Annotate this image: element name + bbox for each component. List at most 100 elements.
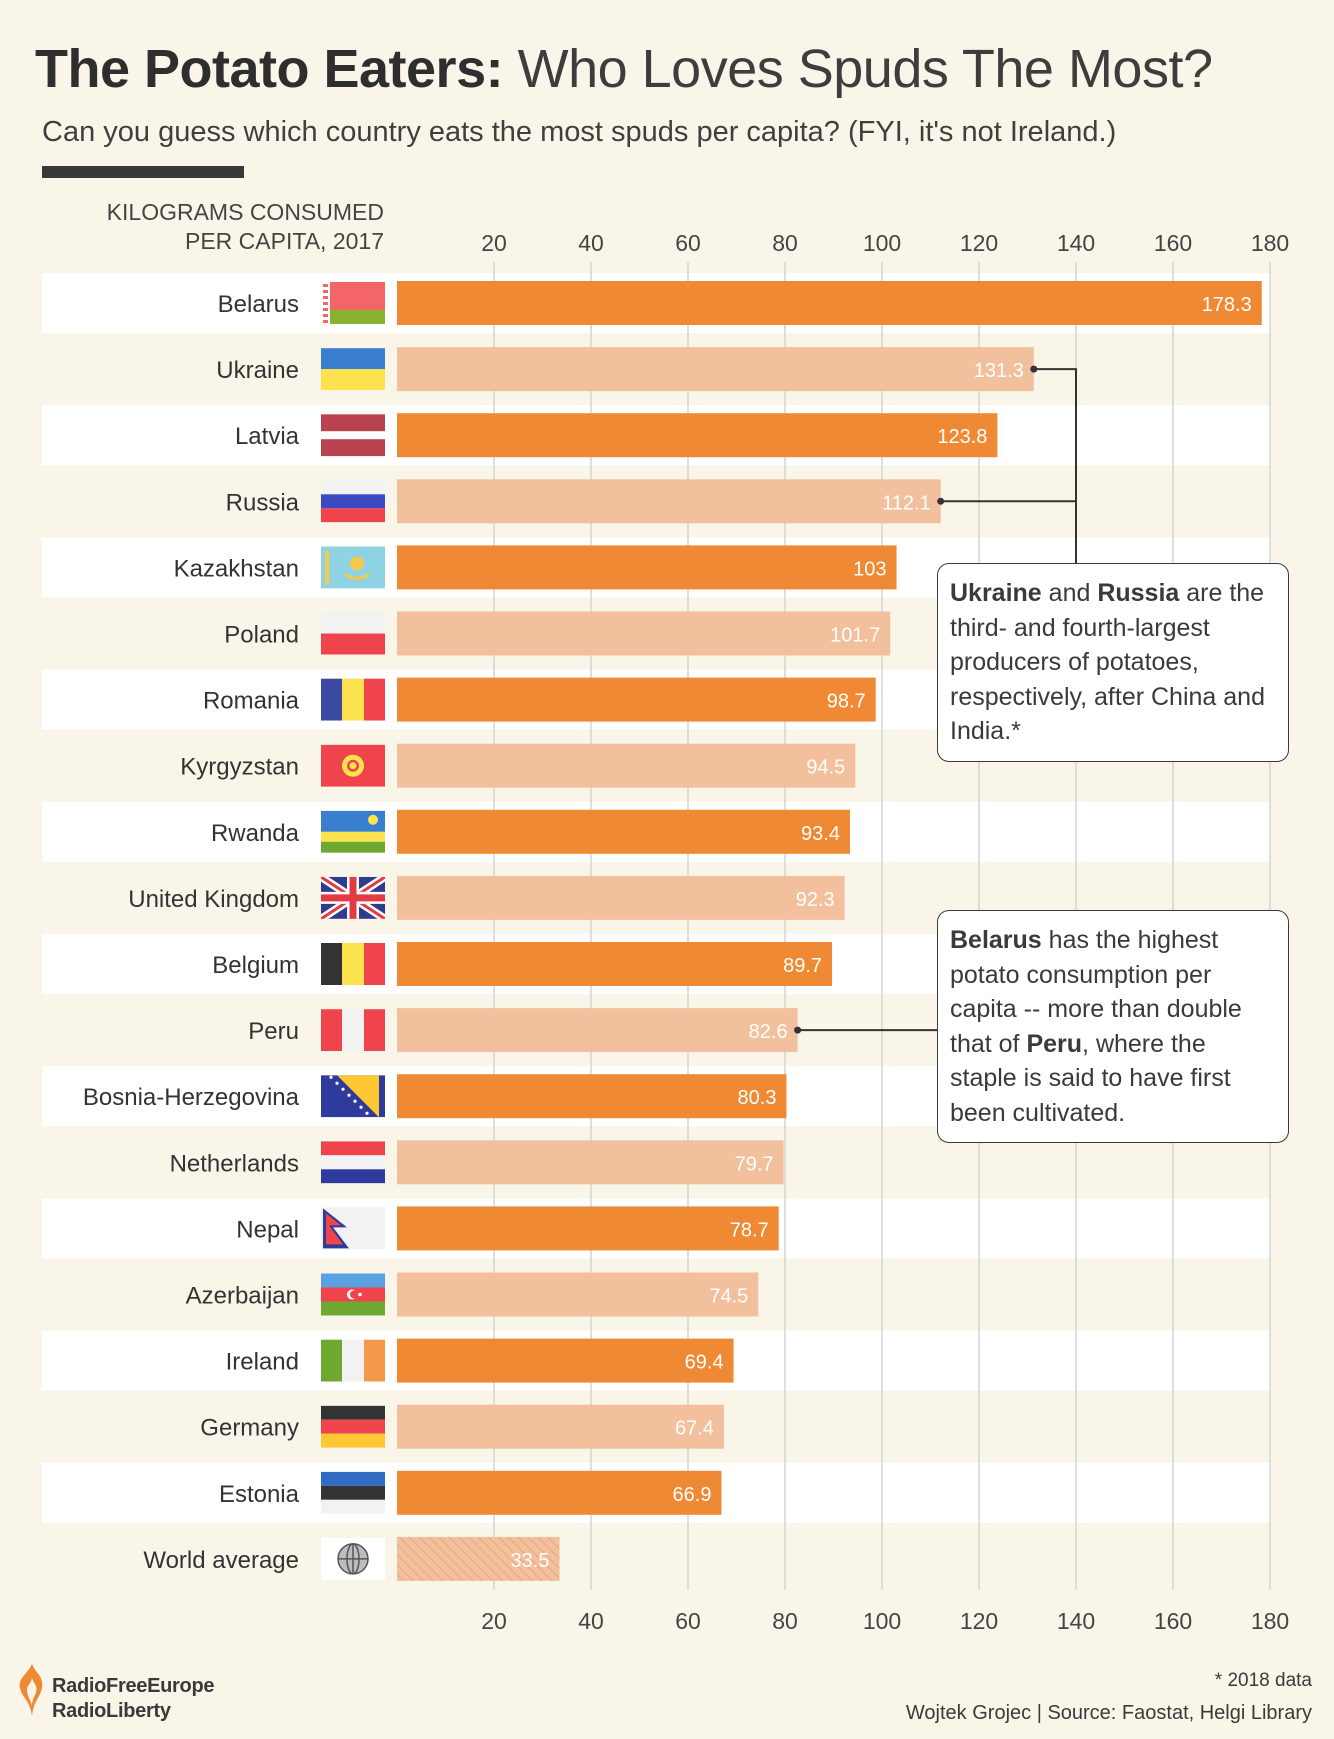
callout-producers-text2: are the third- and fourth-largest produc… (950, 579, 1265, 745)
data-label: 92.3 (796, 889, 835, 911)
latvia-flag-icon (321, 414, 385, 457)
bar-belgium (397, 942, 833, 986)
x-tick-label-bottom: 80 (772, 1608, 798, 1634)
category-label: Ireland (226, 1349, 299, 1376)
leader-dot (794, 1026, 802, 1034)
category-label: Rwanda (211, 820, 300, 847)
footnote: * 2018 data (1214, 1670, 1312, 1691)
callout-producers: Ukraine and Russia are the third- and fo… (937, 563, 1289, 762)
nepal-flag-icon (321, 1207, 385, 1250)
x-tick-label-top: 60 (675, 230, 701, 256)
category-label: Belarus (218, 291, 299, 318)
callout-belarus-bold1: Belarus (950, 926, 1042, 954)
bar-kyrgyzstan (397, 743, 856, 788)
bar-netherlands (397, 1140, 784, 1185)
data-label: 74.5 (709, 1286, 748, 1308)
title-rest: Who Loves Spuds The Most? (517, 39, 1213, 99)
x-tick-label-bottom: 160 (1154, 1608, 1192, 1634)
data-label: 103 (853, 558, 886, 580)
data-label: 78.7 (730, 1219, 769, 1241)
title-bold: The Potato Eaters: (35, 39, 504, 99)
x-tick-label-bottom: 100 (863, 1608, 901, 1634)
data-label: 82.6 (749, 1021, 788, 1043)
category-label: Kyrgyzstan (180, 754, 299, 781)
x-tick-label-top: 160 (1154, 230, 1192, 256)
x-tick-label-top: 40 (578, 230, 604, 256)
axis-unit-line1: KILOGRAMS CONSUMED (106, 199, 384, 225)
category-label: Nepal (236, 1216, 299, 1243)
uk-flag-icon (321, 876, 385, 919)
data-label: 101.7 (830, 625, 880, 647)
chart-subtitle: Can you guess which country eats the mos… (42, 116, 1117, 148)
netherlands-flag-icon (321, 1141, 385, 1184)
x-tick-label-bottom: 140 (1057, 1608, 1095, 1634)
flags (321, 282, 385, 1580)
axis-ticks: 20 20 40 40 60 60 80 80 100 100 120 120 140 140 160 160… (481, 230, 1289, 1634)
azerbaijan-flag-icon (321, 1273, 385, 1316)
bar-united-kingdom (397, 875, 845, 920)
x-tick-label-bottom: 60 (675, 1608, 701, 1634)
bosnia-flag-icon (321, 1075, 385, 1118)
leader-ukraine-russia (940, 368, 1077, 563)
callout-leaders (794, 365, 1077, 1034)
kyrgyzstan-flag-icon (321, 744, 385, 787)
callout-belarus-text2: , where the staple is said to have first… (950, 1029, 1231, 1127)
rwanda-flag-icon (321, 810, 385, 853)
bar-azerbaijan (397, 1272, 759, 1317)
callout-belarus-text1: has the highest potato consumption per c… (950, 926, 1242, 1058)
bar-belarus (397, 281, 1262, 325)
category-label: Poland (224, 622, 299, 649)
data-label: 69.4 (685, 1352, 724, 1374)
category-label: Kazakhstan (174, 555, 299, 582)
x-tick-label-top: 80 (772, 230, 798, 256)
callout-producers-bold2: Russia (1097, 579, 1180, 607)
bar-rwanda (397, 809, 850, 854)
category-label: Netherlands (170, 1150, 299, 1177)
data-label: 131.3 (974, 360, 1024, 382)
leader-dot (1030, 365, 1038, 373)
title-rule (42, 166, 244, 178)
callout-belarus: Belarus has the highest potato consumpti… (937, 910, 1289, 1143)
data-label: 66.9 (673, 1484, 712, 1506)
category-label: Latvia (235, 423, 300, 450)
axis-unit-label: KILOGRAMS CONSUMED PER CAPITA, 2017 (107, 198, 384, 256)
belarus-flag-icon (321, 282, 385, 324)
category-label: World average (143, 1547, 299, 1574)
bar-world-average (397, 1536, 560, 1581)
data-label: 123.8 (937, 426, 987, 448)
data-label: 89.7 (783, 955, 822, 977)
bar-chart: 178.3 131.3 123.8 112.1 103 101.7 98.7 94.5 93.4… (42, 230, 1289, 1634)
category-label: Bosnia-Herzegovina (83, 1084, 300, 1111)
bar-nepal (397, 1206, 779, 1251)
data-label: 93.4 (801, 823, 840, 845)
x-tick-label-top: 180 (1251, 230, 1289, 256)
category-label: Germany (200, 1415, 299, 1442)
germany-flag-icon (321, 1405, 385, 1448)
category-label: Romania (203, 688, 300, 715)
x-tick-label-bottom: 180 (1251, 1608, 1289, 1634)
bar-romania (397, 677, 876, 722)
flame-logo-icon (19, 1664, 43, 1716)
bar-peru (397, 1008, 798, 1053)
category-label: Russia (226, 489, 300, 516)
category-label: Belgium (212, 952, 299, 979)
romania-flag-icon (321, 678, 385, 721)
bar-estonia (397, 1470, 722, 1515)
data-label: 33.5 (511, 1550, 550, 1572)
ireland-flag-icon (321, 1339, 385, 1382)
category-label: Peru (248, 1018, 299, 1045)
logo-line1: RadioFreeEurope (52, 1675, 215, 1697)
data-label: 178.3 (1202, 294, 1252, 316)
peru-flag-icon (321, 1009, 385, 1052)
chart-title: The Potato Eaters: Who Loves Spuds The M… (35, 36, 1213, 102)
data-label: 79.7 (735, 1153, 774, 1175)
data-label: 67.4 (675, 1418, 714, 1440)
belgium-flag-icon (321, 943, 385, 985)
bar-poland (397, 611, 891, 656)
x-tick-label-bottom: 120 (960, 1608, 998, 1634)
data-label: 98.7 (827, 691, 866, 713)
rferl-logo: RadioFreeEurope RadioLiberty (14, 1660, 215, 1725)
data-label: 80.3 (738, 1087, 777, 1109)
x-tick-label-top: 140 (1057, 230, 1095, 256)
x-tick-label-top: 20 (481, 230, 507, 256)
